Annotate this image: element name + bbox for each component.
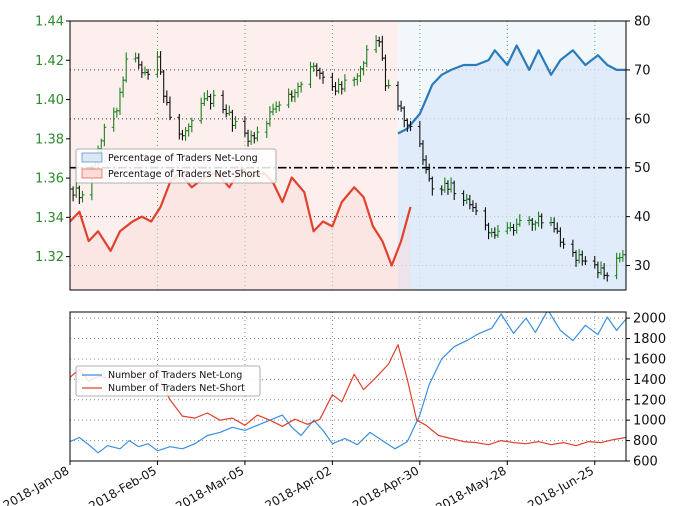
price-tick-label: 1.40 xyxy=(35,93,64,108)
price-axis-ticks: 1.32 1.34 1.36 1.38 1.40 1.42 1.44 xyxy=(35,15,70,265)
count-tick-label: 1000 xyxy=(633,414,666,429)
legend-label-net-short: Percentage of Traders Net-Short xyxy=(108,169,260,180)
positioning-series xyxy=(70,44,626,290)
series-area-net-short xyxy=(70,167,411,290)
price-tick-label: 1.44 xyxy=(35,15,64,30)
price-tick-label: 1.36 xyxy=(35,172,64,187)
percentage-tick-label: 40 xyxy=(634,210,651,225)
series-line-net-long xyxy=(397,44,626,135)
percentage-tick-label: 50 xyxy=(634,161,651,176)
bottom-panel-frame xyxy=(69,311,627,462)
count-line-net-long xyxy=(70,312,626,454)
percentage-axis-ticks: 30 40 50 60 70 80 xyxy=(626,15,651,274)
percentage-tick-label: 80 xyxy=(634,15,651,30)
date-tick-label: 2018-Mar-05 xyxy=(173,463,246,506)
date-tick-label: 2018-Feb-05 xyxy=(86,463,159,506)
count-legend-frame xyxy=(75,365,261,397)
count-legend-label-net-long: Number of Traders Net-Long xyxy=(108,370,242,381)
date-tick-label: 2018-Jun-25 xyxy=(525,463,596,506)
count-tick-label: 1200 xyxy=(633,393,666,408)
legend-frame xyxy=(75,148,277,184)
count-tick-label: 800 xyxy=(633,434,658,449)
count-tick-label: 1800 xyxy=(633,332,666,347)
count-legend-label-net-short: Number of Traders Net-Short xyxy=(108,383,245,394)
count-tick-label: 600 xyxy=(633,455,658,470)
price-tick-label: 1.32 xyxy=(35,250,64,265)
percentage-tick-label: 60 xyxy=(634,112,651,127)
bottom-panel: 600 800 1000 1200 1400 1600 1800 2000 Number of… xyxy=(69,311,666,470)
price-tick-label: 1.42 xyxy=(35,54,64,69)
legend-swatch-net-short xyxy=(81,168,103,179)
top-panel-frame xyxy=(69,20,627,291)
price-tick-label: 1.38 xyxy=(35,132,64,147)
count-axis-ticks: 600 800 1000 1200 1400 1600 1800 2000 xyxy=(626,312,666,470)
date-axis-ticks: 2018-Jan-08 2018-Feb-05 2018-Mar-05 2018-Ap… xyxy=(1,461,596,506)
count-tick-label: 1400 xyxy=(633,373,666,388)
percentage-tick-label: 70 xyxy=(634,63,651,78)
count-tick-label: 2000 xyxy=(633,312,666,327)
date-tick-label: 2018-Apr-30 xyxy=(350,463,421,506)
count-tick-label: 1600 xyxy=(633,352,666,367)
percentage-tick-label: 30 xyxy=(634,259,651,274)
price-tick-label: 1.34 xyxy=(35,211,64,226)
date-tick-label: 2018-Apr-02 xyxy=(263,463,334,506)
count-legend: Number of Traders Net-Long Number of Tra… xyxy=(75,365,261,397)
legend-label-net-long: Percentage of Traders Net-Long xyxy=(108,153,258,164)
top-panel: 1.32 1.34 1.36 1.38 1.40 1.42 1.44 30 40 50 60 70 8… xyxy=(35,15,651,291)
date-tick-label: 2018-Jan-08 xyxy=(1,463,72,506)
series-area-net-long xyxy=(397,45,626,290)
positioning-legend: Percentage of Traders Net-Long Percentag… xyxy=(75,148,277,184)
date-tick-label: 2018-May-28 xyxy=(433,463,508,506)
price-bars xyxy=(70,35,626,282)
legend-swatch-net-long xyxy=(81,152,103,163)
